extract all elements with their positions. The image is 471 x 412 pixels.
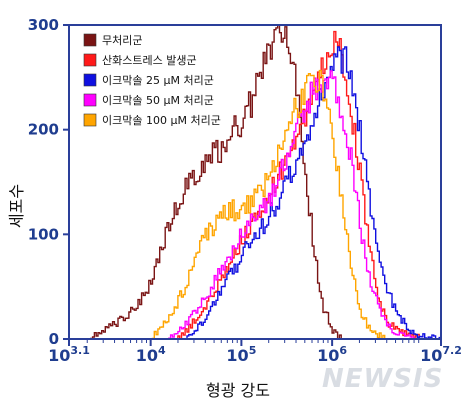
y-tick-label: 0 <box>49 330 59 348</box>
plot-frame <box>68 24 442 340</box>
legend-label-3: 이크막솔 25 μM 처리군 <box>102 74 214 87</box>
legend-label-4: 이크막솔 50 μM 처리군 <box>102 94 214 107</box>
legend-label-1: 무처리군 <box>102 34 142 47</box>
x-tick-label: 104 <box>136 344 166 365</box>
series-line-4 <box>168 70 415 340</box>
watermark-logo: NEWSIS <box>322 364 443 394</box>
x-tick-label: 106 <box>317 344 347 365</box>
series-line-5 <box>150 69 387 340</box>
y-tick-label: 200 <box>28 121 59 139</box>
y-axis-title: 세포수 <box>7 184 26 228</box>
series-line-2 <box>177 30 423 340</box>
x-axis-title: 형광 강도 <box>206 381 270 400</box>
series-layer <box>87 24 442 340</box>
legend-swatch-3 <box>83 73 97 87</box>
legend-swatch-4 <box>83 93 97 107</box>
series-line-1 <box>87 24 342 340</box>
axes-layer: 0 100 200 300 103.1 104 105 106 107.2 <box>28 16 462 365</box>
legend-label-2: 산화스트레스 발생군 <box>102 54 197 67</box>
y-tick-label: 300 <box>28 16 59 34</box>
legend-label-5: 이크막솔 100 μM 처리군 <box>102 114 221 127</box>
x-tick-label: 105 <box>226 344 256 365</box>
x-tick-label: 107.2 <box>420 344 462 365</box>
y-tick-label: 100 <box>28 225 59 243</box>
legend-swatch-5 <box>83 113 97 127</box>
legend-swatch-1 <box>83 33 97 47</box>
legend-swatch-2 <box>83 53 97 67</box>
x-tick-label: 103.1 <box>48 344 90 365</box>
series-line-3 <box>186 46 442 340</box>
